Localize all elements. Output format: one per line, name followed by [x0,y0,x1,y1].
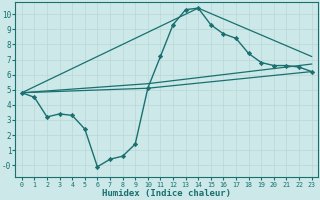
X-axis label: Humidex (Indice chaleur): Humidex (Indice chaleur) [102,189,231,198]
